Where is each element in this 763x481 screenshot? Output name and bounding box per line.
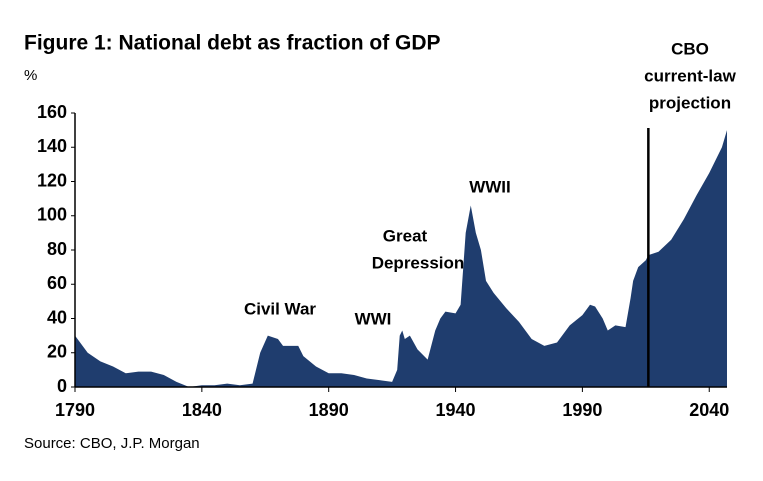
x-tick-label: 2040: [689, 400, 729, 420]
annotation: Depression: [372, 253, 465, 272]
y-tick-label: 0: [57, 376, 67, 396]
y-tick-label: 160: [37, 102, 67, 122]
y-tick-label: 100: [37, 205, 67, 225]
x-tick-label: 1890: [309, 400, 349, 420]
source: Source: CBO, J.P. Morgan: [24, 435, 200, 452]
annotation: Great: [383, 226, 428, 245]
x-tick-label: 1840: [182, 400, 222, 420]
y-tick-label: 80: [47, 239, 67, 259]
y-tick-label: 40: [47, 307, 67, 327]
annotation: current-law: [644, 66, 736, 85]
x-tick-label: 1790: [55, 400, 95, 420]
x-tick-label: 1940: [436, 400, 476, 420]
annotation: projection: [649, 93, 731, 112]
y-unit: %: [24, 67, 37, 84]
annotation: WWII: [469, 177, 511, 196]
annotation: CBO: [671, 39, 709, 58]
annotation: Civil War: [244, 299, 316, 318]
x-tick-label: 1990: [562, 400, 602, 420]
y-tick-label: 60: [47, 273, 67, 293]
chart-title: Figure 1: National debt as fraction of G…: [24, 32, 441, 55]
y-tick-label: 20: [47, 342, 67, 362]
area: [75, 130, 727, 387]
annotation: WWI: [355, 309, 392, 328]
y-tick-label: 140: [37, 136, 67, 156]
y-tick-label: 120: [37, 170, 67, 190]
